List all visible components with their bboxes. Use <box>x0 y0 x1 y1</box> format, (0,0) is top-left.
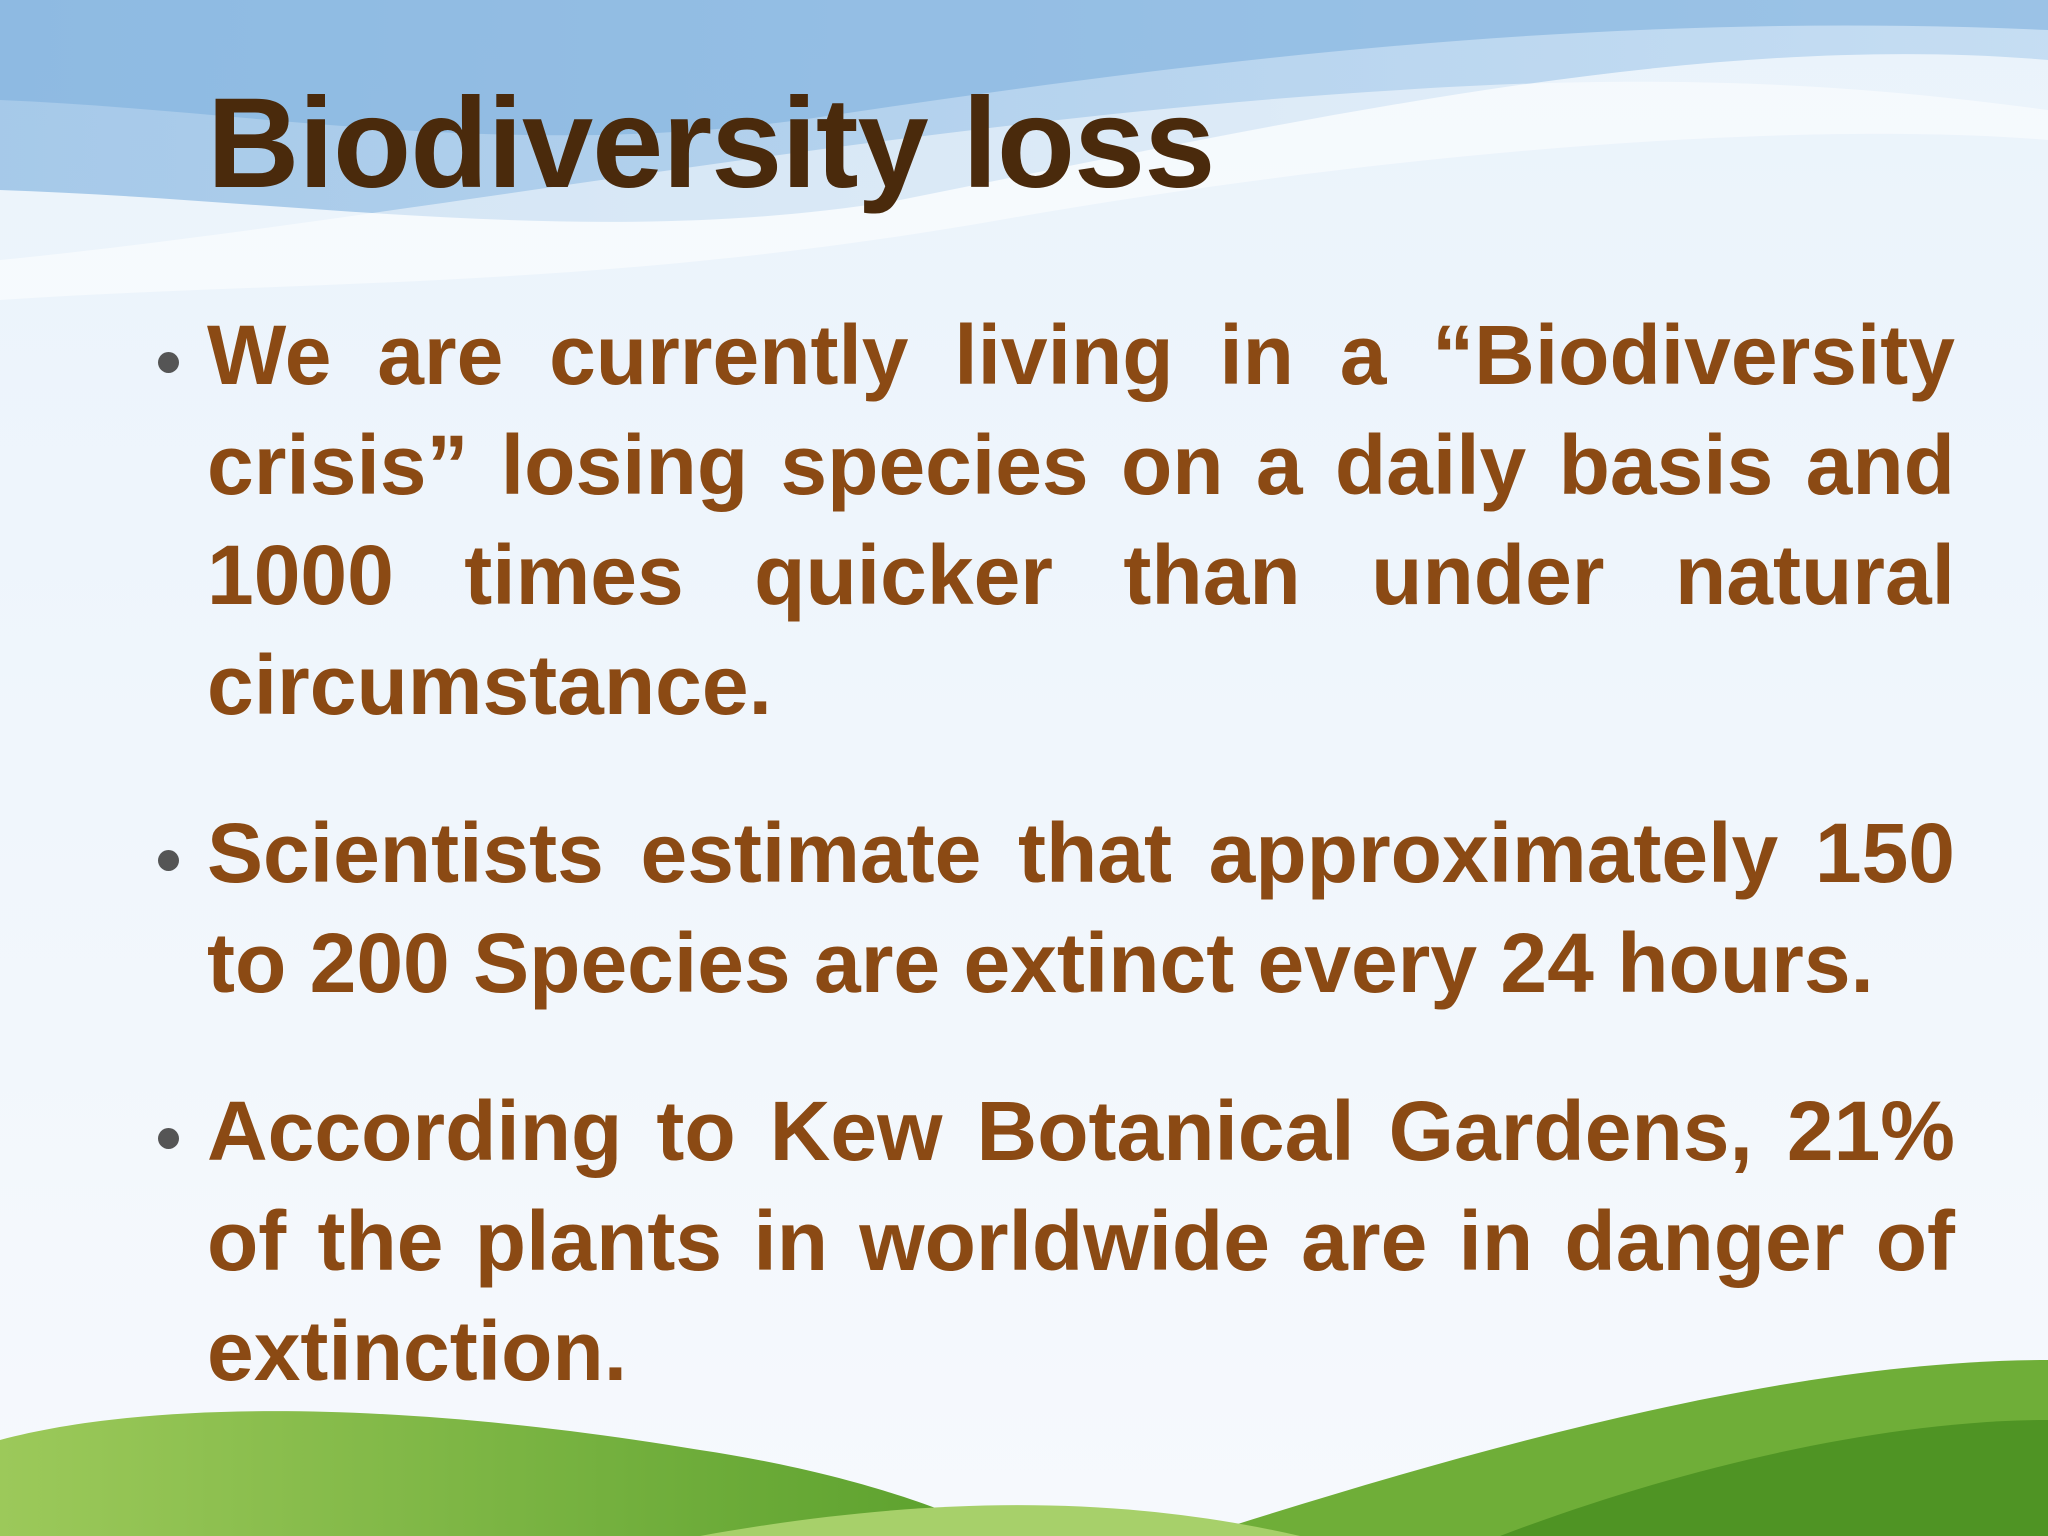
bullet-list: We are currently living in a “Biodiversi… <box>207 300 1955 1464</box>
bullet-item: We are currently living in a “Biodiversi… <box>207 300 1955 740</box>
bullet-item: According to Kew Botanical Gardens, 21% … <box>207 1076 1955 1406</box>
slide-title: Biodiversity loss <box>207 72 1215 215</box>
bullet-item: Scientists estimate that approximately 1… <box>207 798 1955 1018</box>
